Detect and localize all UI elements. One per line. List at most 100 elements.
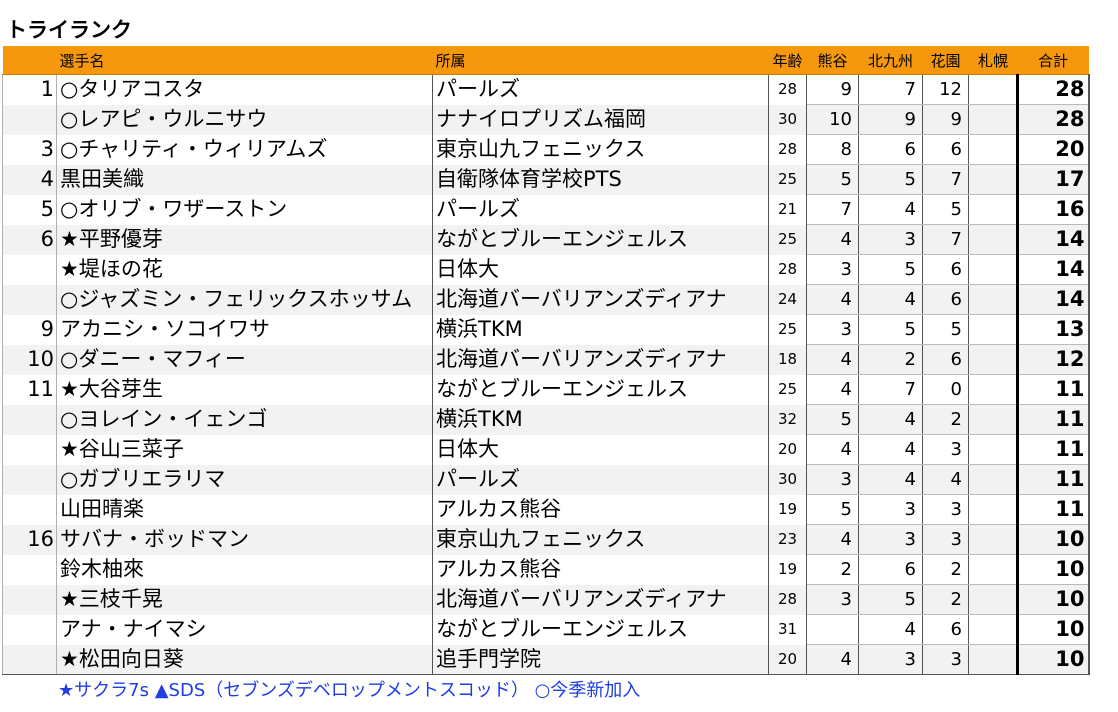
age-cell: 24	[768, 284, 807, 315]
round-sapporo-cell	[968, 344, 1018, 375]
round-sapporo-cell	[968, 524, 1018, 555]
player-name-cell: ○チャリティ・ウィリアムズ	[56, 134, 433, 165]
total-cell: 13	[1016, 314, 1090, 345]
age-cell: 28	[768, 254, 807, 285]
age-cell: 28	[768, 584, 807, 615]
round-kitakyushu-cell: 7	[858, 374, 923, 405]
rank-cell	[2, 644, 57, 675]
round-kitakyushu-cell: 4	[858, 434, 923, 465]
rank-cell	[2, 614, 57, 645]
player-name-cell: ○ガブリエラリマ	[56, 464, 433, 495]
round-kitakyushu-cell: 5	[858, 254, 923, 285]
rank-cell	[2, 494, 57, 525]
total-cell: 11	[1016, 374, 1090, 405]
round-sapporo-cell	[968, 104, 1018, 135]
round-sapporo-cell	[968, 134, 1018, 165]
team-cell: 北海道バーバリアンズディアナ	[432, 584, 769, 615]
header-rank	[2, 46, 57, 75]
rank-cell	[2, 254, 57, 285]
table-row: 5 ○オリブ・ワザーストン パールズ 21 7 4 5 16	[2, 194, 1090, 225]
player-name-cell: サバナ・ボッドマン	[56, 524, 433, 555]
team-cell: ながとブルーエンジェルス	[432, 374, 769, 405]
team-cell: パールズ	[432, 74, 769, 105]
table-row: ★松田向日葵 追手門学院 20 4 3 3 10	[2, 644, 1090, 675]
round-sapporo-cell	[968, 584, 1018, 615]
round-sapporo-cell	[968, 254, 1018, 285]
round-hanazono-cell: 9	[922, 104, 969, 135]
player-name-cell: 鈴木柚來	[56, 554, 433, 585]
team-cell: 日体大	[432, 254, 769, 285]
team-cell: ながとブルーエンジェルス	[432, 224, 769, 255]
round-hanazono-cell: 6	[922, 254, 969, 285]
team-cell: 東京山九フェニックス	[432, 524, 769, 555]
age-cell: 25	[768, 374, 807, 405]
team-cell: パールズ	[432, 464, 769, 495]
round-sapporo-cell	[968, 494, 1018, 525]
table-row: ○ジャズミン・フェリックスホッサム 北海道バーバリアンズディアナ 24 4 4 6 14	[2, 284, 1090, 315]
rank-cell	[2, 404, 57, 435]
round-kumagaya-cell: 4	[806, 644, 859, 675]
table-row: ○ガブリエラリマ パールズ 30 3 4 4 11	[2, 464, 1090, 495]
table-row: 3 ○チャリティ・ウィリアムズ 東京山九フェニックス 28 8 6 6 20	[2, 134, 1090, 165]
round-sapporo-cell	[968, 74, 1018, 105]
round-kumagaya-cell: 4	[806, 284, 859, 315]
round-kumagaya-cell: 4	[806, 224, 859, 255]
round-hanazono-cell: 6	[922, 284, 969, 315]
round-kumagaya-cell: 5	[806, 494, 859, 525]
round-kumagaya-cell: 4	[806, 374, 859, 405]
round-kitakyushu-cell: 4	[858, 404, 923, 435]
round-sapporo-cell	[968, 374, 1018, 405]
round-kumagaya-cell: 4	[806, 344, 859, 375]
round-kitakyushu-cell: 6	[858, 554, 923, 585]
round-kumagaya-cell: 9	[806, 74, 859, 105]
total-cell: 10	[1016, 644, 1090, 675]
round-sapporo-cell	[968, 284, 1018, 315]
total-cell: 11	[1016, 464, 1090, 495]
round-hanazono-cell: 3	[922, 494, 969, 525]
round-kitakyushu-cell: 5	[858, 314, 923, 345]
round-kumagaya-cell: 3	[806, 254, 859, 285]
round-kumagaya-cell: 7	[806, 194, 859, 225]
rank-cell: 3	[2, 134, 57, 165]
round-hanazono-cell: 6	[922, 344, 969, 375]
rank-cell: 10	[2, 344, 57, 375]
player-name-cell: アナ・ナイマシ	[56, 614, 433, 645]
round-sapporo-cell	[968, 614, 1018, 645]
try-ranking-table: 選手名 所属 年齢 熊谷 北九州 花園 札幌 合計 1 ○タリアコスタ パールズ 28…	[2, 46, 1090, 675]
page-title: トライランク	[6, 18, 132, 42]
header-round-kumagaya: 熊谷	[806, 46, 859, 75]
team-cell: 北海道バーバリアンズディアナ	[432, 284, 769, 315]
round-kitakyushu-cell: 4	[858, 284, 923, 315]
round-hanazono-cell: 3	[922, 644, 969, 675]
player-name-cell: ★松田向日葵	[56, 644, 433, 675]
rank-cell: 6	[2, 224, 57, 255]
player-name-cell: アカニシ・ソコイワサ	[56, 314, 433, 345]
total-cell: 10	[1016, 584, 1090, 615]
team-cell: アルカス熊谷	[432, 494, 769, 525]
age-cell: 18	[768, 344, 807, 375]
header-round-kitakyushu: 北九州	[858, 46, 923, 75]
table-row: アナ・ナイマシ ながとブルーエンジェルス 31 4 6 10	[2, 614, 1090, 645]
legend-note: ★サクラ7s ▲SDS（セブンズデベロップメントスコッド） ○今季新加入	[58, 680, 641, 701]
player-name-cell: ★平野優芽	[56, 224, 433, 255]
rank-cell	[2, 464, 57, 495]
round-kumagaya-cell: 4	[806, 524, 859, 555]
total-cell: 14	[1016, 254, 1090, 285]
round-kitakyushu-cell: 3	[858, 494, 923, 525]
rank-cell	[2, 554, 57, 585]
total-cell: 17	[1016, 164, 1090, 195]
table-row: 6 ★平野優芽 ながとブルーエンジェルス 25 4 3 7 14	[2, 224, 1090, 255]
table-header: 選手名 所属 年齢 熊谷 北九州 花園 札幌 合計	[2, 46, 1089, 75]
header-total: 合計	[1017, 46, 1089, 75]
age-cell: 30	[768, 104, 807, 135]
table-row: ○レアピ・ウルニサウ ナナイロプリズム福岡 30 10 9 9 28	[2, 104, 1090, 135]
player-name-cell: ○ダニー・マフィー	[56, 344, 433, 375]
round-sapporo-cell	[968, 464, 1018, 495]
round-kitakyushu-cell: 6	[858, 134, 923, 165]
total-cell: 28	[1016, 104, 1090, 135]
round-kumagaya-cell: 3	[806, 464, 859, 495]
total-cell: 12	[1016, 344, 1090, 375]
rank-cell: 11	[2, 374, 57, 405]
table-body: 1 ○タリアコスタ パールズ 28 9 7 12 28 ○レアピ・ウルニサウ ナナイロプリズム福岡…	[2, 74, 1090, 675]
team-cell: 追手門学院	[432, 644, 769, 675]
